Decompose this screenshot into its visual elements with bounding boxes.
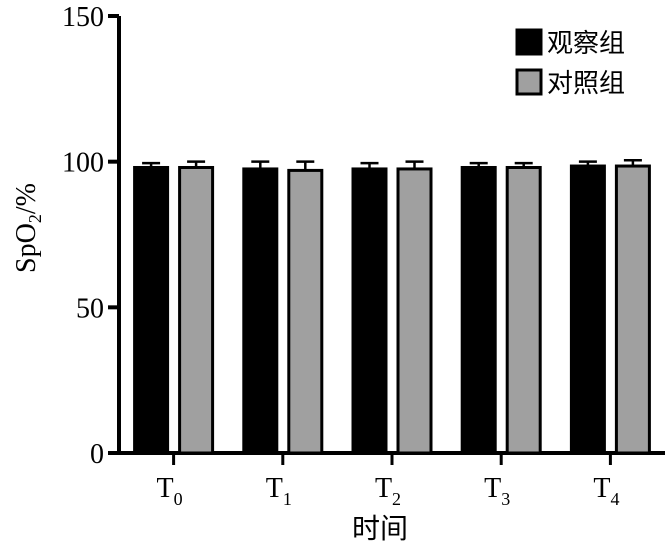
y-axis-title-sub: 2	[25, 214, 45, 223]
bar-observation-2	[351, 167, 388, 455]
x-tick-label: T0	[157, 473, 183, 509]
x-tick-label: T1	[266, 473, 292, 509]
y-tick-label: 50	[76, 293, 104, 324]
bar-observation-0	[133, 165, 170, 455]
legend-label: 对照组	[547, 69, 625, 99]
bar-control-0	[178, 165, 215, 455]
legend-swatch	[515, 28, 543, 56]
y-tick-label: 0	[90, 439, 104, 470]
y-tick-labels: 0 50 100 150	[62, 2, 119, 470]
error-bars-group	[142, 158, 642, 171]
bar-control-1	[287, 168, 324, 455]
bar-observation-4	[569, 164, 606, 455]
x-tick-label: T4	[593, 473, 619, 509]
y-axis-title-base: SpO	[11, 223, 42, 273]
x-tick-label: T2	[375, 473, 401, 509]
y-tick-label: 100	[62, 148, 104, 179]
x-tick-labels: T0 T1 T2 T3 T4	[157, 453, 619, 509]
bar-control-2	[396, 167, 433, 455]
bar-control-4	[614, 164, 651, 455]
legend-label: 观察组	[547, 29, 625, 59]
bar-control-3	[505, 165, 542, 455]
x-axis-title: 时间	[352, 513, 408, 544]
x-tick-label: T3	[484, 473, 510, 509]
y-tick-label: 150	[62, 2, 104, 33]
bar-observation-1	[242, 167, 279, 455]
legend-swatch	[515, 68, 543, 96]
y-axis-title-tail: /%	[11, 183, 42, 214]
bars-group	[133, 164, 651, 455]
y-axis-title: SpO2/%	[11, 183, 45, 273]
bar-observation-3	[460, 165, 497, 455]
